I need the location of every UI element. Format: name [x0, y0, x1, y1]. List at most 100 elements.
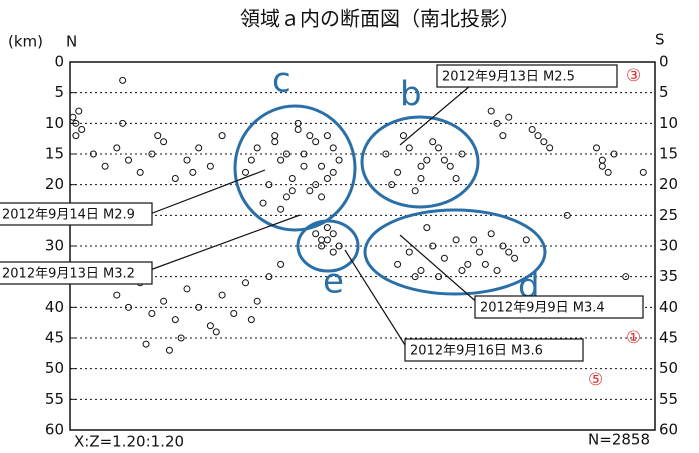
point: [323, 236, 331, 244]
point: [294, 125, 302, 133]
point: [318, 193, 326, 201]
point: [312, 181, 320, 189]
point: [265, 273, 273, 281]
point: [323, 224, 331, 232]
point: [610, 150, 618, 158]
point: [604, 168, 612, 176]
y2-tick-label: 30: [659, 237, 678, 255]
point: [323, 132, 331, 140]
cluster-label: c: [272, 61, 291, 101]
point: [411, 187, 419, 195]
marker: ①: [626, 328, 641, 348]
point: [405, 248, 413, 256]
point: [417, 175, 425, 183]
y2-tick-label: 15: [659, 145, 678, 163]
y-tick-label: 55: [45, 390, 64, 408]
point: [476, 248, 483, 256]
point: [505, 113, 513, 121]
y2-tick-label: 50: [659, 359, 678, 377]
point: [318, 162, 326, 170]
point: [113, 144, 121, 152]
point: [183, 285, 191, 293]
point: [277, 260, 285, 268]
point: [593, 144, 600, 152]
point: [206, 322, 214, 330]
point: [218, 132, 226, 140]
annotation: 2012年9月13日 M2.5: [442, 70, 575, 85]
point: [195, 144, 203, 152]
y2-tick-label: 55: [659, 390, 678, 408]
point: [183, 156, 191, 164]
point: [271, 138, 279, 146]
point: [277, 156, 285, 164]
point: [125, 156, 132, 164]
y-tick-label: 20: [45, 175, 64, 193]
leader: [149, 214, 301, 271]
point: [329, 168, 337, 176]
point: [499, 132, 507, 140]
ellipse-c: [233, 104, 357, 232]
y-tick-label: 15: [45, 145, 64, 163]
point: [177, 334, 185, 342]
point: [306, 187, 314, 195]
point: [417, 267, 425, 275]
y-tick-label: 60: [45, 421, 64, 439]
point: [499, 242, 507, 250]
point: [394, 260, 402, 268]
point: [481, 260, 489, 268]
y-tick-label: 10: [45, 114, 64, 132]
point: [405, 144, 413, 152]
plot-frame: [69, 61, 656, 431]
annotations: c b d e 2012年9月13日 M2.5 2012年9月14日 M2.9 …: [0, 61, 644, 390]
point: [411, 273, 419, 281]
point: [394, 168, 402, 176]
point: [75, 107, 83, 115]
point: [329, 248, 337, 256]
point: [230, 309, 238, 317]
point: [142, 340, 150, 348]
y-unit: (km): [8, 33, 43, 51]
point: [72, 132, 80, 140]
leader: [399, 234, 481, 306]
point: [189, 168, 197, 176]
point: [312, 138, 320, 146]
leader: [344, 249, 406, 346]
point: [195, 303, 203, 311]
point: [89, 150, 97, 158]
point: [622, 273, 630, 281]
point: [335, 156, 343, 164]
point: [253, 297, 261, 305]
point: [435, 144, 443, 152]
cluster-label: e: [323, 262, 344, 302]
y2-tick-label: 5: [659, 83, 669, 101]
point: [247, 156, 255, 164]
point: [218, 291, 226, 299]
ellipse-b: [360, 115, 480, 209]
point: [546, 144, 554, 152]
point: [429, 138, 437, 146]
point: [277, 205, 285, 213]
count-note: N=2858: [588, 431, 650, 449]
point: [288, 187, 296, 195]
point: [493, 267, 501, 275]
point: [247, 316, 255, 324]
annotation: 2012年9月9日 M3.4: [480, 301, 605, 316]
point: [528, 125, 536, 133]
y2-tick-label: 60: [659, 421, 678, 439]
point: [598, 162, 606, 170]
point: [294, 119, 302, 127]
y2-tick-label: 10: [659, 114, 678, 132]
cluster-label: b: [400, 75, 422, 115]
point: [423, 156, 431, 164]
point: [101, 162, 109, 170]
annotation: 2012年9月14日 M2.9: [2, 208, 135, 223]
point: [452, 175, 460, 183]
point: [69, 113, 77, 121]
point: [429, 242, 437, 250]
point: [171, 175, 179, 183]
point: [312, 230, 320, 238]
point: [113, 291, 121, 299]
chart-title: 領域ａ内の断面図（南北投影）: [240, 7, 520, 31]
annotation-box: [0, 202, 153, 226]
point: [242, 168, 249, 176]
